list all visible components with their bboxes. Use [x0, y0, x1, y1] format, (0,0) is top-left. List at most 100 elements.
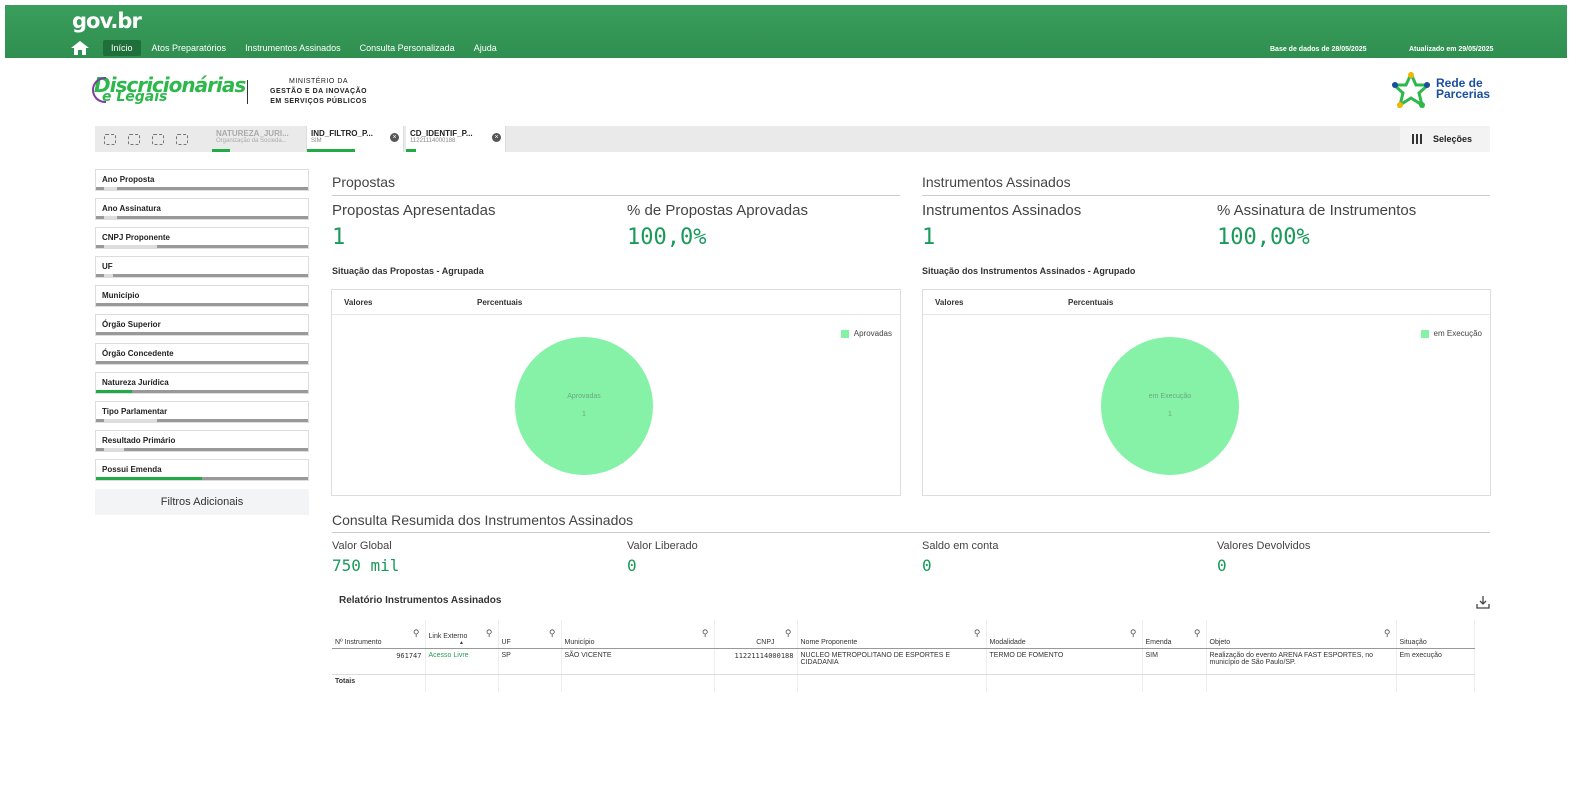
totals-row: Totais [332, 674, 1475, 692]
search-icon[interactable]: ⚲ [485, 628, 493, 638]
filter-listbox[interactable]: Ano Proposta [95, 169, 309, 191]
filter-state-bar [96, 361, 308, 364]
search-icon[interactable]: ⚲ [548, 628, 556, 638]
resumo-title: Consulta Resumida dos Instrumentos Assin… [332, 512, 634, 528]
govbr-logo[interactable]: gov.br [72, 9, 142, 33]
home-icon[interactable] [71, 41, 89, 55]
legend-swatch [1420, 329, 1429, 338]
clear-selections-icon[interactable] [176, 133, 188, 145]
kpi-propostas-apresentadas-value: 1 [332, 225, 346, 250]
divider [332, 195, 900, 196]
search-icon[interactable]: ⚲ [1383, 628, 1391, 638]
divider [922, 195, 1490, 196]
search-icon[interactable]: ⚲ [412, 628, 420, 638]
possible-segment [104, 216, 118, 219]
col-cnpj[interactable]: CNPJ ⚲ [714, 620, 798, 649]
chip-bar [307, 149, 355, 152]
slice-value: 1 [1168, 411, 1172, 418]
pie-slice[interactable]: em Execução 1 [1101, 337, 1239, 475]
download-icon[interactable] [1476, 595, 1490, 609]
chip-close-icon[interactable]: × [390, 133, 399, 142]
filter-listbox[interactable]: Natureza Jurídica [95, 372, 309, 394]
col-municipio[interactable]: Município ⚲ [561, 620, 715, 649]
nav-instrumentos-assinados[interactable]: Instrumentos Assinados [245, 43, 341, 53]
col-nome-proponente[interactable]: Nome Proponente ⚲ [797, 620, 987, 649]
nav-inicio[interactable]: Início [103, 40, 141, 56]
search-icon[interactable]: ⚲ [1129, 628, 1137, 638]
top-bar: gov.br Início Atos Preparatórios Instrum… [5, 5, 1567, 58]
nav-ajuda[interactable]: Ajuda [473, 43, 497, 53]
selecoes-button[interactable]: Seleções [1400, 126, 1490, 152]
filter-listbox[interactable]: Ano Assinatura [95, 198, 309, 220]
cell-municipio: SÃO VICENTE [561, 648, 715, 675]
chart-tabs: Valores Percentuais [923, 290, 1490, 315]
search-icon[interactable]: ⚲ [701, 628, 709, 638]
pie-slice[interactable]: Aprovadas 1 [515, 337, 653, 475]
filter-listbox[interactable]: Órgão Concedente [95, 343, 309, 365]
instrumentos-title: Instrumentos Assinados [922, 174, 1071, 190]
filter-listbox[interactable]: UF [95, 256, 309, 278]
step-forward-icon[interactable] [152, 133, 164, 145]
cell-nome-proponente: NUCLEO METROPOLITANO DE ESPORTES E CIDAD… [797, 648, 987, 675]
filter-listbox[interactable]: Órgão Superior [95, 314, 309, 336]
selected-segment [96, 477, 202, 480]
col-modalidade[interactable]: Modalidade ⚲ [986, 620, 1143, 649]
filtros-adicionais-button[interactable]: Filtros Adicionais [95, 489, 309, 515]
filters-panel: Ano Proposta Ano Assinatura CNPJ Proponent… [95, 169, 309, 488]
filter-label: Resultado Primário [102, 436, 176, 445]
selection-chip-cd-identif[interactable]: CD_IDENTIF_P... 11221114000188 × [406, 126, 506, 152]
valor-liberado-value: 0 [627, 556, 637, 575]
kpi-instrumentos-assinados-label: Instrumentos Assinados [922, 202, 1082, 219]
valor-liberado-label: Valor Liberado [627, 540, 698, 552]
tab-valores[interactable]: Valores [344, 298, 373, 307]
filter-label: Ano Assinatura [102, 204, 161, 213]
col-label: Link Externo [428, 632, 468, 640]
col-link-externo[interactable]: Link Externo ▲ ⚲ [425, 620, 499, 649]
cell-modalidade: TERMO DE FOMENTO [986, 648, 1143, 675]
col-situacao[interactable]: Situação [1396, 620, 1475, 649]
propostas-chart-title: Situação das Propostas - Agrupada [332, 266, 484, 276]
col-objeto[interactable]: Objeto ⚲ [1206, 620, 1397, 649]
possible-segment [104, 274, 113, 277]
selection-chip-ind-filtro[interactable]: IND_FILTRO_P... SIM × [307, 126, 404, 152]
cell-link-externo[interactable]: Acesso Livre [425, 648, 499, 675]
filter-listbox[interactable]: Possui Emenda [95, 459, 309, 481]
nav-atos-preparatorios[interactable]: Atos Preparatórios [151, 43, 227, 53]
tab-percentuais[interactable]: Percentuais [477, 298, 523, 307]
totals-label: Totais [332, 674, 426, 692]
col-instrumento[interactable]: Nº Instrumento ⚲ [332, 620, 426, 649]
filter-listbox[interactable]: Tipo Parlamentar [95, 401, 309, 423]
smart-search-icon[interactable] [104, 133, 116, 145]
filter-state-bar [96, 187, 308, 190]
chart-legend[interactable]: Aprovadas [840, 329, 892, 338]
search-icon[interactable]: ⚲ [784, 628, 792, 638]
chart-legend[interactable]: em Execução [1420, 329, 1482, 338]
search-icon[interactable]: ⚲ [1193, 628, 1201, 638]
table-row[interactable]: 961747 Acesso Livre SP SÃO VICENTE 11221… [332, 648, 1475, 675]
col-label: UF [501, 638, 511, 646]
slice-label: em Execução [1148, 393, 1192, 400]
selection-tools [95, 126, 212, 152]
main-nav: Início Atos Preparatórios Instrumentos A… [71, 40, 508, 56]
search-icon[interactable]: ⚲ [973, 628, 981, 638]
col-label: Nº Instrumento [335, 638, 382, 646]
filter-listbox[interactable]: Resultado Primário [95, 430, 309, 452]
filter-listbox[interactable]: Município [95, 285, 309, 307]
col-label: Modalidade [989, 638, 1026, 646]
filter-state-bar [96, 332, 308, 335]
sort-asc-icon[interactable]: ▲ [459, 639, 464, 646]
rede-line2: Parcerias [1436, 87, 1491, 101]
nav-consulta-personalizada[interactable]: Consulta Personalizada [359, 43, 455, 53]
cell-cnpj: 11221114000188 [714, 648, 798, 675]
selection-bar: NATUREZA_JURI... Organização da Socieda.… [95, 126, 1490, 152]
filter-listbox[interactable]: CNPJ Proponente [95, 227, 309, 249]
tab-valores[interactable]: Valores [935, 298, 964, 307]
col-emenda[interactable]: Emenda ⚲ [1142, 620, 1207, 649]
chip-close-icon[interactable]: × [492, 133, 501, 142]
step-back-icon[interactable] [128, 133, 140, 145]
possible-segment [104, 187, 118, 190]
saldo-conta-value: 0 [922, 556, 932, 575]
selection-chip-natureza[interactable]: NATUREZA_JURI... Organização da Socieda.… [212, 126, 307, 152]
tab-percentuais[interactable]: Percentuais [1068, 298, 1114, 307]
col-uf[interactable]: UF ⚲ [498, 620, 562, 649]
